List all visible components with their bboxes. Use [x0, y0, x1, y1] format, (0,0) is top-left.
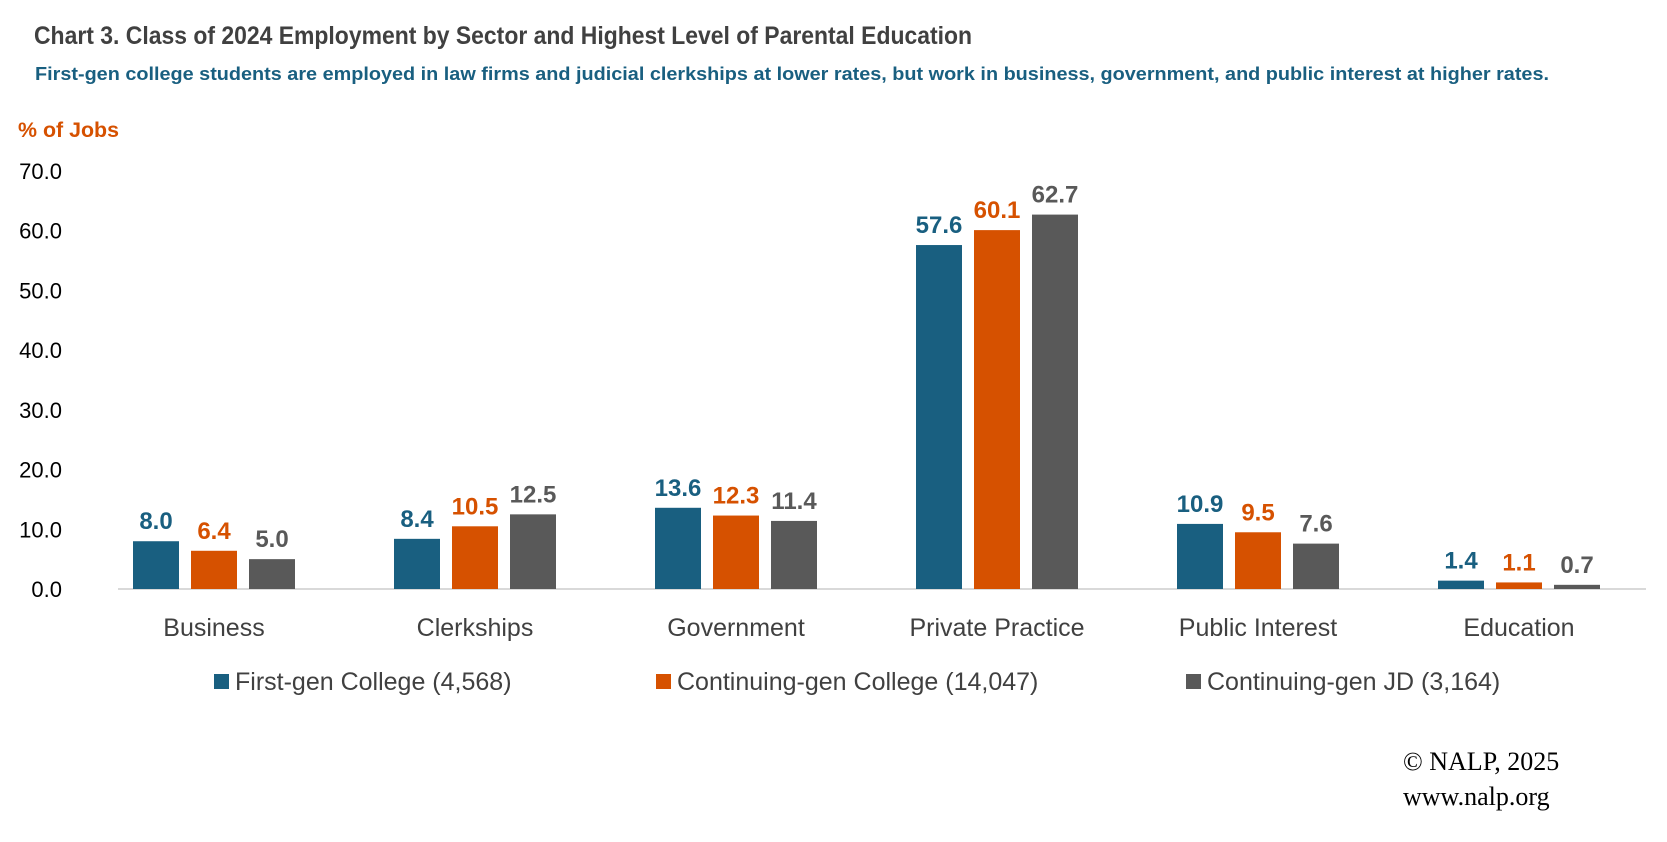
bar: [1554, 584, 1600, 589]
y-tick-label: 0.0: [31, 577, 62, 602]
legend: First-gen College (4,568) Continuing-gen …: [214, 668, 1500, 696]
y-tick-label: 20.0: [19, 458, 62, 483]
y-tick-label: 50.0: [19, 278, 62, 303]
bar: [510, 514, 556, 589]
category-label: Business: [163, 614, 264, 642]
data-label: 57.6: [916, 212, 963, 239]
bar: [1032, 214, 1078, 589]
data-label: 1.4: [1444, 548, 1478, 575]
bar: [974, 230, 1020, 590]
bar: [1235, 532, 1281, 589]
y-tick-label: 60.0: [19, 219, 62, 244]
data-label: 10.9: [1177, 491, 1224, 518]
category-label: Education: [1463, 614, 1574, 642]
data-label: 5.0: [255, 526, 288, 553]
data-label: 1.1: [1502, 549, 1535, 576]
bar: [713, 515, 759, 589]
y-tick-label: 30.0: [19, 398, 62, 423]
category-label: Government: [667, 614, 805, 642]
data-label: 7.6: [1299, 511, 1332, 538]
bar: [1496, 582, 1542, 589]
data-label: 8.0: [139, 508, 172, 535]
bar: [916, 245, 962, 589]
bar: [1438, 580, 1484, 589]
y-tick-label: 10.0: [19, 517, 62, 542]
bar: [191, 550, 237, 589]
data-label: 62.7: [1032, 182, 1079, 209]
bar: [771, 520, 817, 589]
data-label: 12.5: [510, 481, 557, 508]
bar: [133, 541, 179, 589]
data-label: 6.4: [197, 518, 231, 545]
bar: [1293, 543, 1339, 589]
bar: [394, 538, 440, 589]
data-label: 9.5: [1241, 499, 1274, 526]
data-label: 10.5: [452, 493, 499, 520]
data-label: 60.1: [974, 197, 1021, 224]
chart-title: Chart 3. Class of 2024 Employment by Sec…: [34, 22, 972, 50]
data-label: 8.4: [400, 506, 434, 533]
data-label: 11.4: [771, 488, 817, 515]
chart-subtitle: First-gen college students are employed …: [35, 64, 1549, 84]
copyright: © NALP, 2025: [1403, 747, 1559, 776]
data-label: 0.7: [1560, 552, 1593, 579]
y-tick-label: 40.0: [19, 338, 62, 363]
bar: [655, 507, 701, 589]
legend-label: Continuing-gen College (14,047): [677, 668, 1038, 696]
data-label: 13.6: [655, 475, 702, 502]
website: www.nalp.org: [1403, 782, 1550, 811]
y-axis-label: % of Jobs: [18, 119, 119, 142]
y-tick-label: 70.0: [19, 159, 62, 184]
category-label: Private Practice: [909, 614, 1084, 642]
category-label: Clerkships: [417, 614, 534, 642]
category-label: Public Interest: [1179, 614, 1337, 642]
legend-label: Continuing-gen JD (3,164): [1207, 668, 1500, 696]
y-axis-ticks: 0.0 10.0 20.0 30.0 40.0 50.0 60.0 70.0: [19, 159, 62, 602]
bars: 8.0 6.4 5.0 8.4 10.5 12.5 13.6 12.3 11.4 57.6 60.1…: [133, 182, 1600, 590]
bar: [1177, 523, 1223, 589]
bar: [452, 526, 498, 589]
legend-swatch: [656, 674, 671, 689]
legend-label: First-gen College (4,568): [235, 668, 512, 696]
legend-swatch: [214, 674, 229, 689]
data-label: 12.3: [713, 483, 760, 510]
bar: [249, 559, 295, 589]
category-labels: Business Clerkships Government Private Prac…: [163, 614, 1574, 642]
legend-swatch: [1186, 674, 1201, 689]
